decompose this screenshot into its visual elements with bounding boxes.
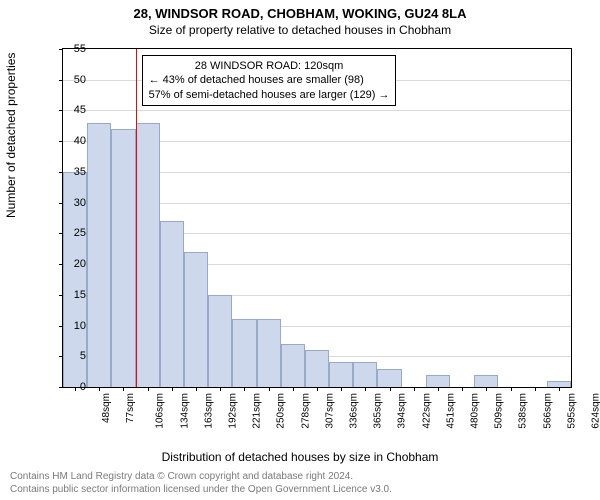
reference-line <box>136 49 137 387</box>
x-tick-label: 106sqm <box>155 393 166 429</box>
histogram-bar <box>232 319 256 387</box>
x-tick-label: 566sqm <box>542 393 553 429</box>
x-tick-label: 192sqm <box>228 393 239 429</box>
x-tick <box>438 387 439 391</box>
x-tick-label: 365sqm <box>373 393 384 429</box>
x-tick <box>148 387 149 391</box>
histogram-bar <box>111 129 135 387</box>
gridline <box>63 110 571 111</box>
chart-container: 28, WINDSOR ROAD, CHOBHAM, WOKING, GU24 … <box>0 0 600 500</box>
x-tick <box>535 387 536 391</box>
x-tick-label: 48sqm <box>101 393 112 423</box>
x-tick <box>293 387 294 391</box>
x-tick <box>196 387 197 391</box>
x-tick-label: 480sqm <box>470 393 481 429</box>
histogram-bar <box>136 123 160 387</box>
x-tick <box>99 387 100 391</box>
x-tick-label: 163sqm <box>203 393 214 429</box>
x-tick <box>559 387 560 391</box>
y-tick-label: 5 <box>46 350 86 362</box>
chart-subtitle: Size of property relative to detached ho… <box>0 21 600 37</box>
y-tick-label: 20 <box>46 258 86 270</box>
annotation-title: 28 WINDSOR ROAD: 120sqm <box>149 59 390 73</box>
histogram-bar <box>474 375 498 387</box>
plot-area: 48sqm77sqm106sqm134sqm163sqm192sqm221sqm… <box>62 48 572 388</box>
x-tick <box>317 387 318 391</box>
x-axis-label: Distribution of detached houses by size … <box>0 450 600 464</box>
x-tick-label: 307sqm <box>324 393 335 429</box>
x-tick-label: 250sqm <box>276 393 287 429</box>
y-tick-label: 15 <box>46 289 86 301</box>
footer-line-2: Contains public sector information licen… <box>10 484 392 497</box>
footer-line-1: Contains HM Land Registry data © Crown c… <box>10 471 392 484</box>
y-tick-label: 30 <box>46 197 86 209</box>
x-tick <box>511 387 512 391</box>
y-tick-label: 25 <box>46 227 86 239</box>
x-tick-label: 221sqm <box>252 393 263 429</box>
x-tick-label: 394sqm <box>397 393 408 429</box>
histogram-bar <box>257 319 281 387</box>
x-tick-label: 422sqm <box>421 393 432 429</box>
chart-title: 28, WINDSOR ROAD, CHOBHAM, WOKING, GU24 … <box>0 0 600 21</box>
histogram-bar <box>329 362 353 387</box>
x-tick <box>269 387 270 391</box>
y-tick-label: 45 <box>46 104 86 116</box>
annotation-line: ← 43% of detached houses are smaller (98… <box>149 73 390 87</box>
y-tick-label: 50 <box>46 74 86 86</box>
x-tick <box>365 387 366 391</box>
x-tick <box>414 387 415 391</box>
histogram-bar <box>281 344 305 387</box>
histogram-bar <box>184 252 208 387</box>
histogram-bar <box>353 362 377 387</box>
x-tick <box>244 387 245 391</box>
y-tick-label: 35 <box>46 166 86 178</box>
x-tick-label: 278sqm <box>300 393 311 429</box>
histogram-bar <box>87 123 111 387</box>
x-tick-label: 77sqm <box>125 393 136 423</box>
y-tick-label: 0 <box>46 381 86 393</box>
x-tick-label: 134sqm <box>179 393 190 429</box>
x-tick <box>172 387 173 391</box>
annotation-line: 57% of semi-detached houses are larger (… <box>149 88 390 102</box>
histogram-bar <box>208 295 232 387</box>
x-tick <box>462 387 463 391</box>
y-tick-label: 40 <box>46 135 86 147</box>
annotation-box: 28 WINDSOR ROAD: 120sqm← 43% of detached… <box>142 55 397 106</box>
x-tick-label: 538sqm <box>518 393 529 429</box>
histogram-bar <box>160 221 184 387</box>
x-tick-label: 595sqm <box>566 393 577 429</box>
x-tick-label: 509sqm <box>494 393 505 429</box>
x-tick-label: 451sqm <box>445 393 456 429</box>
y-axis-label: Number of detached properties <box>4 53 18 218</box>
x-tick <box>341 387 342 391</box>
x-tick <box>390 387 391 391</box>
x-tick <box>220 387 221 391</box>
x-tick <box>486 387 487 391</box>
footer-attribution: Contains HM Land Registry data © Crown c… <box>10 471 392 496</box>
x-tick-label: 336sqm <box>349 393 360 429</box>
x-tick-label: 624sqm <box>590 393 600 429</box>
histogram-bar <box>426 375 450 387</box>
histogram-bar <box>305 350 329 387</box>
y-tick-label: 55 <box>46 43 86 55</box>
x-tick <box>123 387 124 391</box>
histogram-bar <box>377 369 401 387</box>
y-tick-label: 10 <box>46 320 86 332</box>
